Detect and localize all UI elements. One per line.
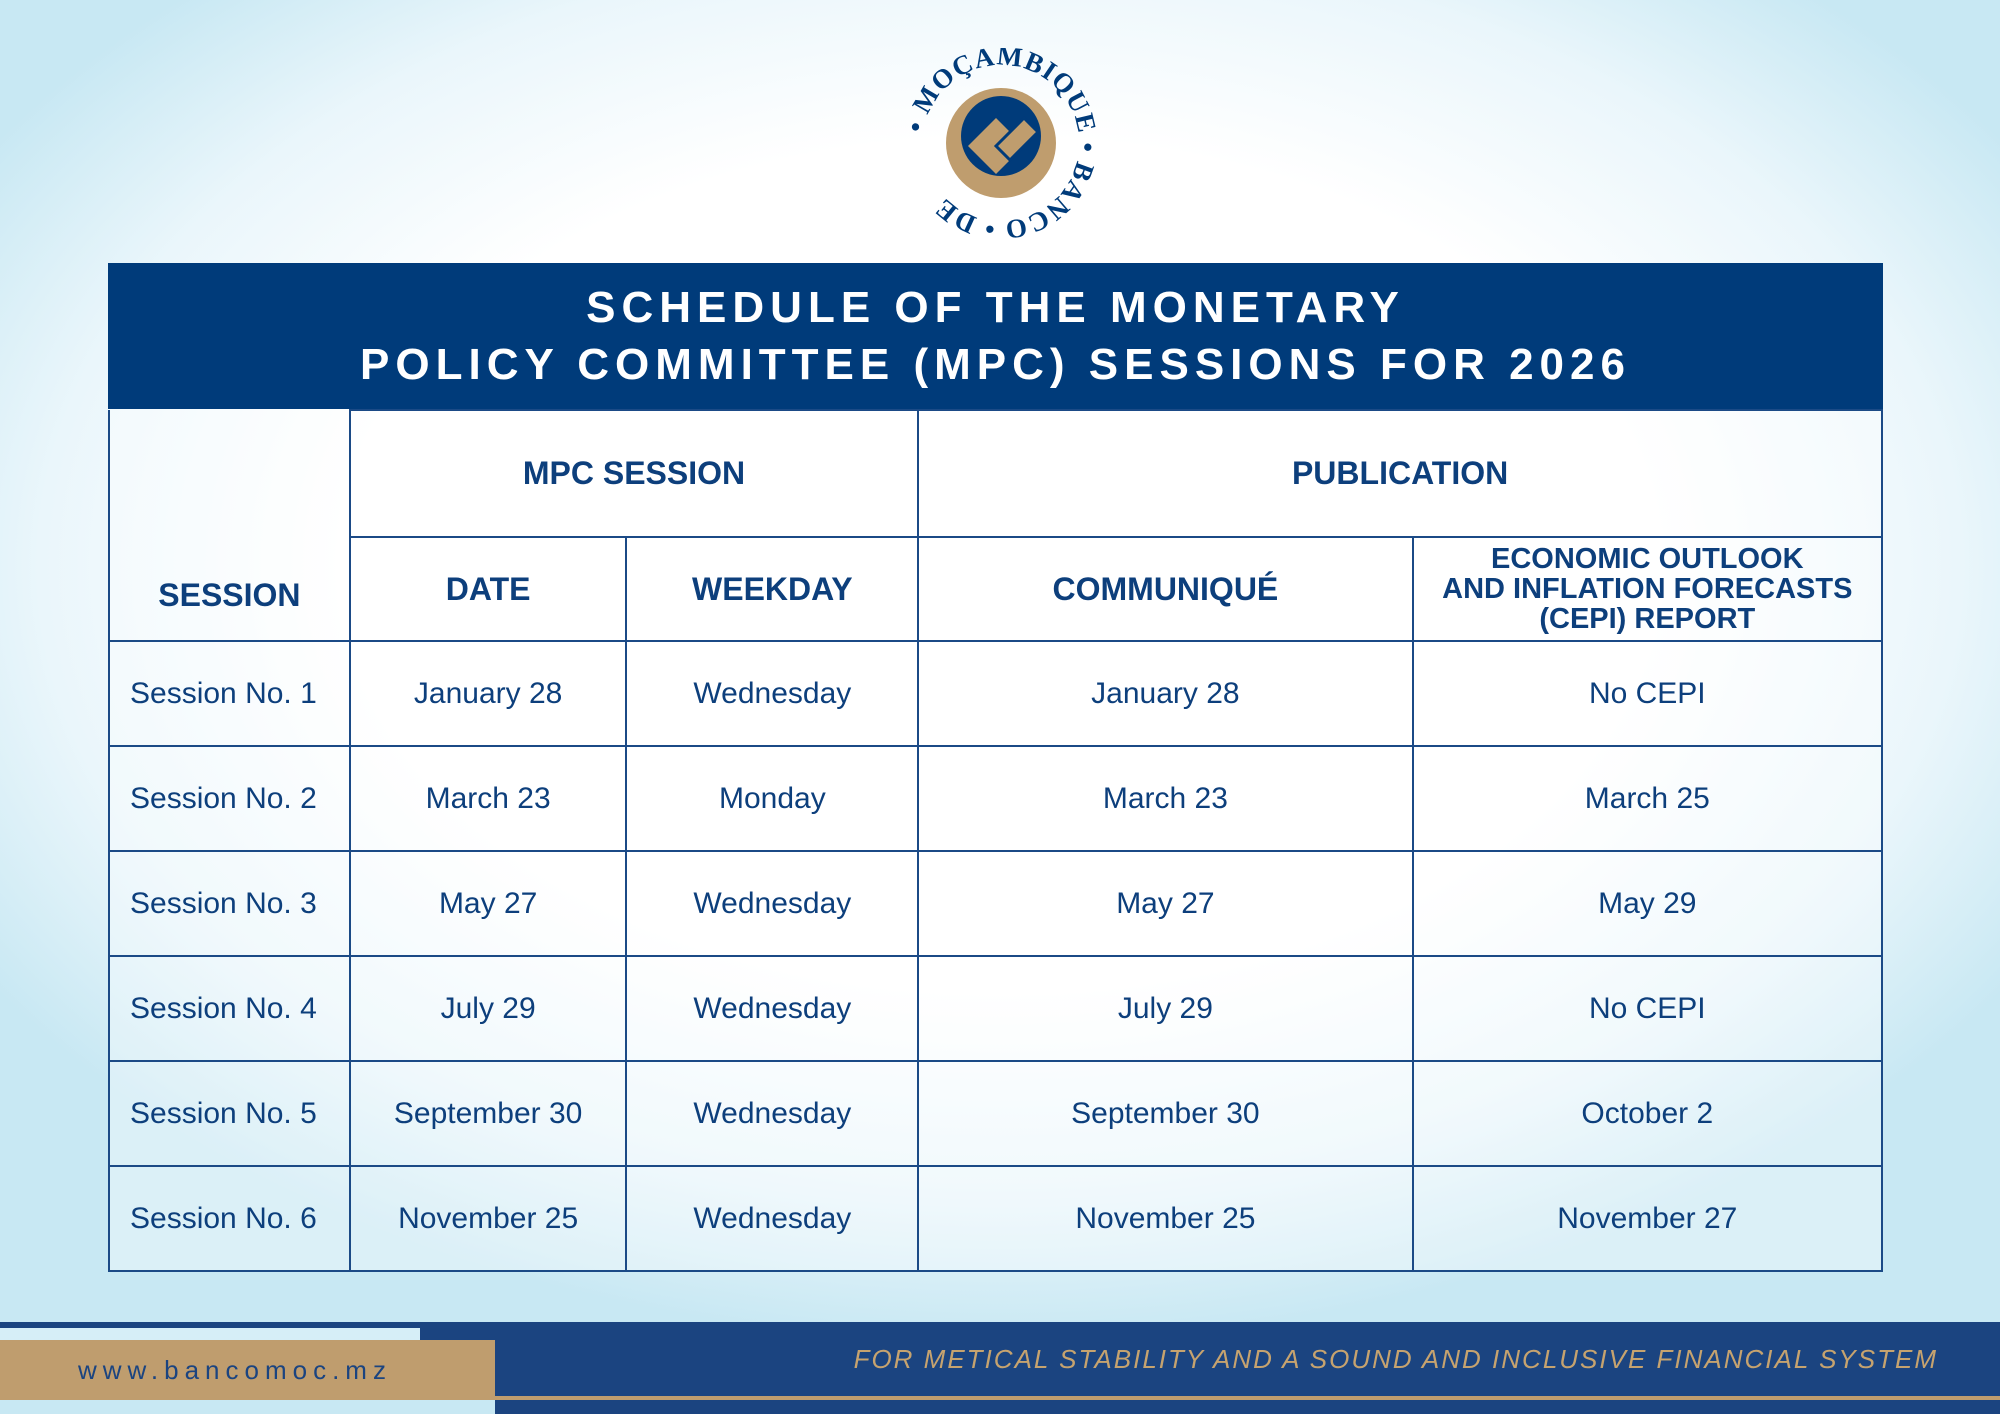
cell-cepi: March 25: [1411, 745, 1884, 852]
cell-session: Session No. 4: [108, 955, 351, 1062]
cell-session: Session No. 3: [108, 850, 351, 957]
cell-session: Session No. 1: [108, 640, 351, 747]
footer-slogan: FOR METICAL STABILITY AND A SOUND AND IN…: [853, 1344, 1938, 1374]
cell-date: July 29: [348, 955, 628, 1062]
footer-light-strip: [0, 1400, 495, 1414]
cepi-line-3: (CEPI) REPORT: [1539, 603, 1756, 635]
table-row: Session No. 6 November 25 Wednesday Novembe…: [108, 1165, 1884, 1272]
table-row: Session No. 5 September 30 Wednesday Septem…: [108, 1060, 1884, 1167]
cell-cepi: No CEPI: [1411, 955, 1884, 1062]
header-cepi: ECONOMIC OUTLOOK AND INFLATION FORECASTS…: [1411, 536, 1884, 642]
table-row: Session No. 1 January 28 Wednesday January …: [108, 640, 1884, 747]
cell-weekday: Wednesday: [625, 850, 920, 957]
cell-date: September 30: [348, 1060, 628, 1167]
header-mpc-session: MPC SESSION: [348, 409, 920, 538]
header-publication: PUBLICATION: [917, 409, 1883, 538]
website-link[interactable]: www.bancomoc.mz: [0, 1340, 495, 1400]
footer: www.bancomoc.mz FOR METICAL STABILITY AN…: [0, 1322, 2000, 1414]
cell-session: Session No. 5: [108, 1060, 351, 1167]
cell-cepi: No CEPI: [1411, 640, 1884, 747]
cell-weekday: Wednesday: [625, 955, 920, 1062]
footer-tab-light: [0, 1328, 420, 1340]
banco-de-mocambique-logo: • MOÇAMBIQUE • BANCO • DE: [906, 48, 1096, 238]
header-weekday: WEEKDAY: [625, 536, 920, 642]
cell-communique: November 25: [917, 1165, 1414, 1272]
cell-communique: March 23: [917, 745, 1414, 852]
cell-date: March 23: [348, 745, 628, 852]
header-session: SESSION: [108, 410, 351, 642]
cepi-line-1: ECONOMIC OUTLOOK: [1491, 543, 1804, 575]
cell-cepi: November 27: [1411, 1165, 1884, 1272]
cepi-line-2: AND INFLATION FORECASTS: [1442, 573, 1853, 605]
cell-communique: January 28: [917, 640, 1414, 747]
title-line-2: POLICY COMMITTEE (MPC) SESSIONS FOR 2026: [360, 340, 1631, 389]
table-row: Session No. 4 July 29 Wednesday July 29 No C…: [108, 955, 1884, 1062]
cell-cepi: May 29: [1411, 850, 1884, 957]
cell-weekday: Wednesday: [625, 1060, 920, 1167]
header-date: DATE: [348, 536, 628, 642]
cell-date: November 25: [348, 1165, 628, 1272]
cell-session: Session No. 2: [108, 745, 351, 852]
cell-cepi: October 2: [1411, 1060, 1884, 1167]
cell-session: Session No. 6: [108, 1165, 351, 1272]
cell-communique: May 27: [917, 850, 1414, 957]
table-row: Session No. 2 March 23 Monday March 23 March…: [108, 745, 1884, 852]
mpc-schedule-table: SESSION MPC SESSION PUBLICATION DATE WEE…: [108, 409, 1884, 1272]
cell-date: January 28: [348, 640, 628, 747]
title-line-1: SCHEDULE OF THE MONETARY: [586, 283, 1405, 332]
cell-weekday: Wednesday: [625, 1165, 920, 1272]
cell-date: May 27: [348, 850, 628, 957]
cell-weekday: Wednesday: [625, 640, 920, 747]
cell-communique: September 30: [917, 1060, 1414, 1167]
footer-gold-stripe: [495, 1396, 2000, 1400]
table-row: Session No. 3 May 27 Wednesday May 27 May 29: [108, 850, 1884, 957]
page-title: SCHEDULE OF THE MONETARY POLICY COMMITTE…: [108, 263, 1883, 409]
cell-weekday: Monday: [625, 745, 920, 852]
cell-communique: July 29: [917, 955, 1414, 1062]
header-communique: COMMUNIQUÉ: [917, 536, 1414, 642]
